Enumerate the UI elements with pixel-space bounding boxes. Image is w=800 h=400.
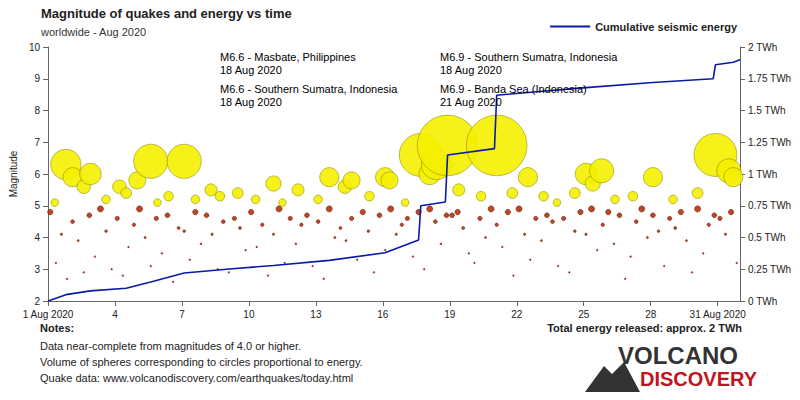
svg-text:2 TWh: 2 TWh [748, 42, 777, 53]
svg-text:22: 22 [511, 309, 523, 320]
svg-text:Total energy released: approx.: Total energy released: approx. 2 TWh [547, 322, 742, 334]
svg-text:Cumulative seismic energy: Cumulative seismic energy [595, 21, 738, 33]
svg-text:1.25 TWh: 1.25 TWh [748, 137, 791, 148]
svg-text:0 TWh: 0 TWh [748, 296, 777, 307]
svg-text:VOLCANO: VOLCANO [618, 342, 738, 369]
svg-text:21 Aug 2020: 21 Aug 2020 [440, 96, 502, 108]
svg-text:Data near-complete from magnit: Data near-complete from magnitudes of 4.… [40, 340, 301, 352]
svg-text:0.5 TWh: 0.5 TWh [748, 232, 786, 243]
svg-text:Magnitude of quakes and energy: Magnitude of quakes and energy vs time [41, 6, 292, 21]
svg-text:18 Aug 2020: 18 Aug 2020 [220, 96, 282, 108]
svg-text:7: 7 [34, 137, 40, 148]
svg-text:16: 16 [377, 309, 389, 320]
svg-text:9: 9 [34, 73, 40, 84]
svg-text:25: 25 [578, 309, 590, 320]
svg-text:1 TWh: 1 TWh [748, 169, 777, 180]
svg-text:4: 4 [112, 309, 118, 320]
svg-text:18 Aug 2020: 18 Aug 2020 [220, 64, 282, 76]
svg-text:DISCOVERY: DISCOVERY [640, 368, 758, 390]
svg-text:Magnitude: Magnitude [8, 150, 19, 197]
svg-text:M6.9 - Southern Sumatra, Indon: M6.9 - Southern Sumatra, Indonesia [440, 51, 618, 63]
svg-text:6: 6 [34, 169, 40, 180]
svg-text:8: 8 [34, 105, 40, 116]
svg-text:4: 4 [34, 232, 40, 243]
svg-text:10: 10 [29, 42, 41, 53]
svg-text:1.5 TWh: 1.5 TWh [748, 105, 786, 116]
svg-text:0.25 TWh: 0.25 TWh [748, 264, 791, 275]
svg-text:3: 3 [34, 264, 40, 275]
svg-text:13: 13 [310, 309, 322, 320]
svg-text:M6.6 - Masbate, Philippines: M6.6 - Masbate, Philippines [220, 51, 356, 63]
svg-text:18 Aug 2020: 18 Aug 2020 [440, 64, 502, 76]
svg-text:Quake data: www.volcanodiscove: Quake data: www.volcanodiscovery.com/ear… [40, 372, 353, 384]
svg-text:19: 19 [444, 309, 456, 320]
svg-text:Notes:: Notes: [40, 322, 74, 334]
svg-text:28: 28 [645, 309, 657, 320]
svg-text:0.75 TWh: 0.75 TWh [748, 200, 791, 211]
svg-text:M6.9 - Banda Sea (Indonesia): M6.9 - Banda Sea (Indonesia) [440, 83, 587, 95]
svg-text:10: 10 [243, 309, 255, 320]
svg-text:5: 5 [34, 200, 40, 211]
svg-text:2: 2 [34, 296, 40, 307]
svg-text:Volume of spheres correspondin: Volume of spheres corresponding to circl… [40, 356, 363, 368]
svg-text:M6.6 - Southern Sumatra, Indon: M6.6 - Southern Sumatra, Indonesia [220, 83, 398, 95]
svg-text:31 Aug 2020: 31 Aug 2020 [690, 309, 747, 320]
svg-text:1 Aug 2020: 1 Aug 2020 [23, 309, 74, 320]
svg-text:7: 7 [179, 309, 185, 320]
svg-text:1.75 TWh: 1.75 TWh [748, 73, 791, 84]
svg-text:worldwide - Aug 2020: worldwide - Aug 2020 [40, 26, 146, 38]
